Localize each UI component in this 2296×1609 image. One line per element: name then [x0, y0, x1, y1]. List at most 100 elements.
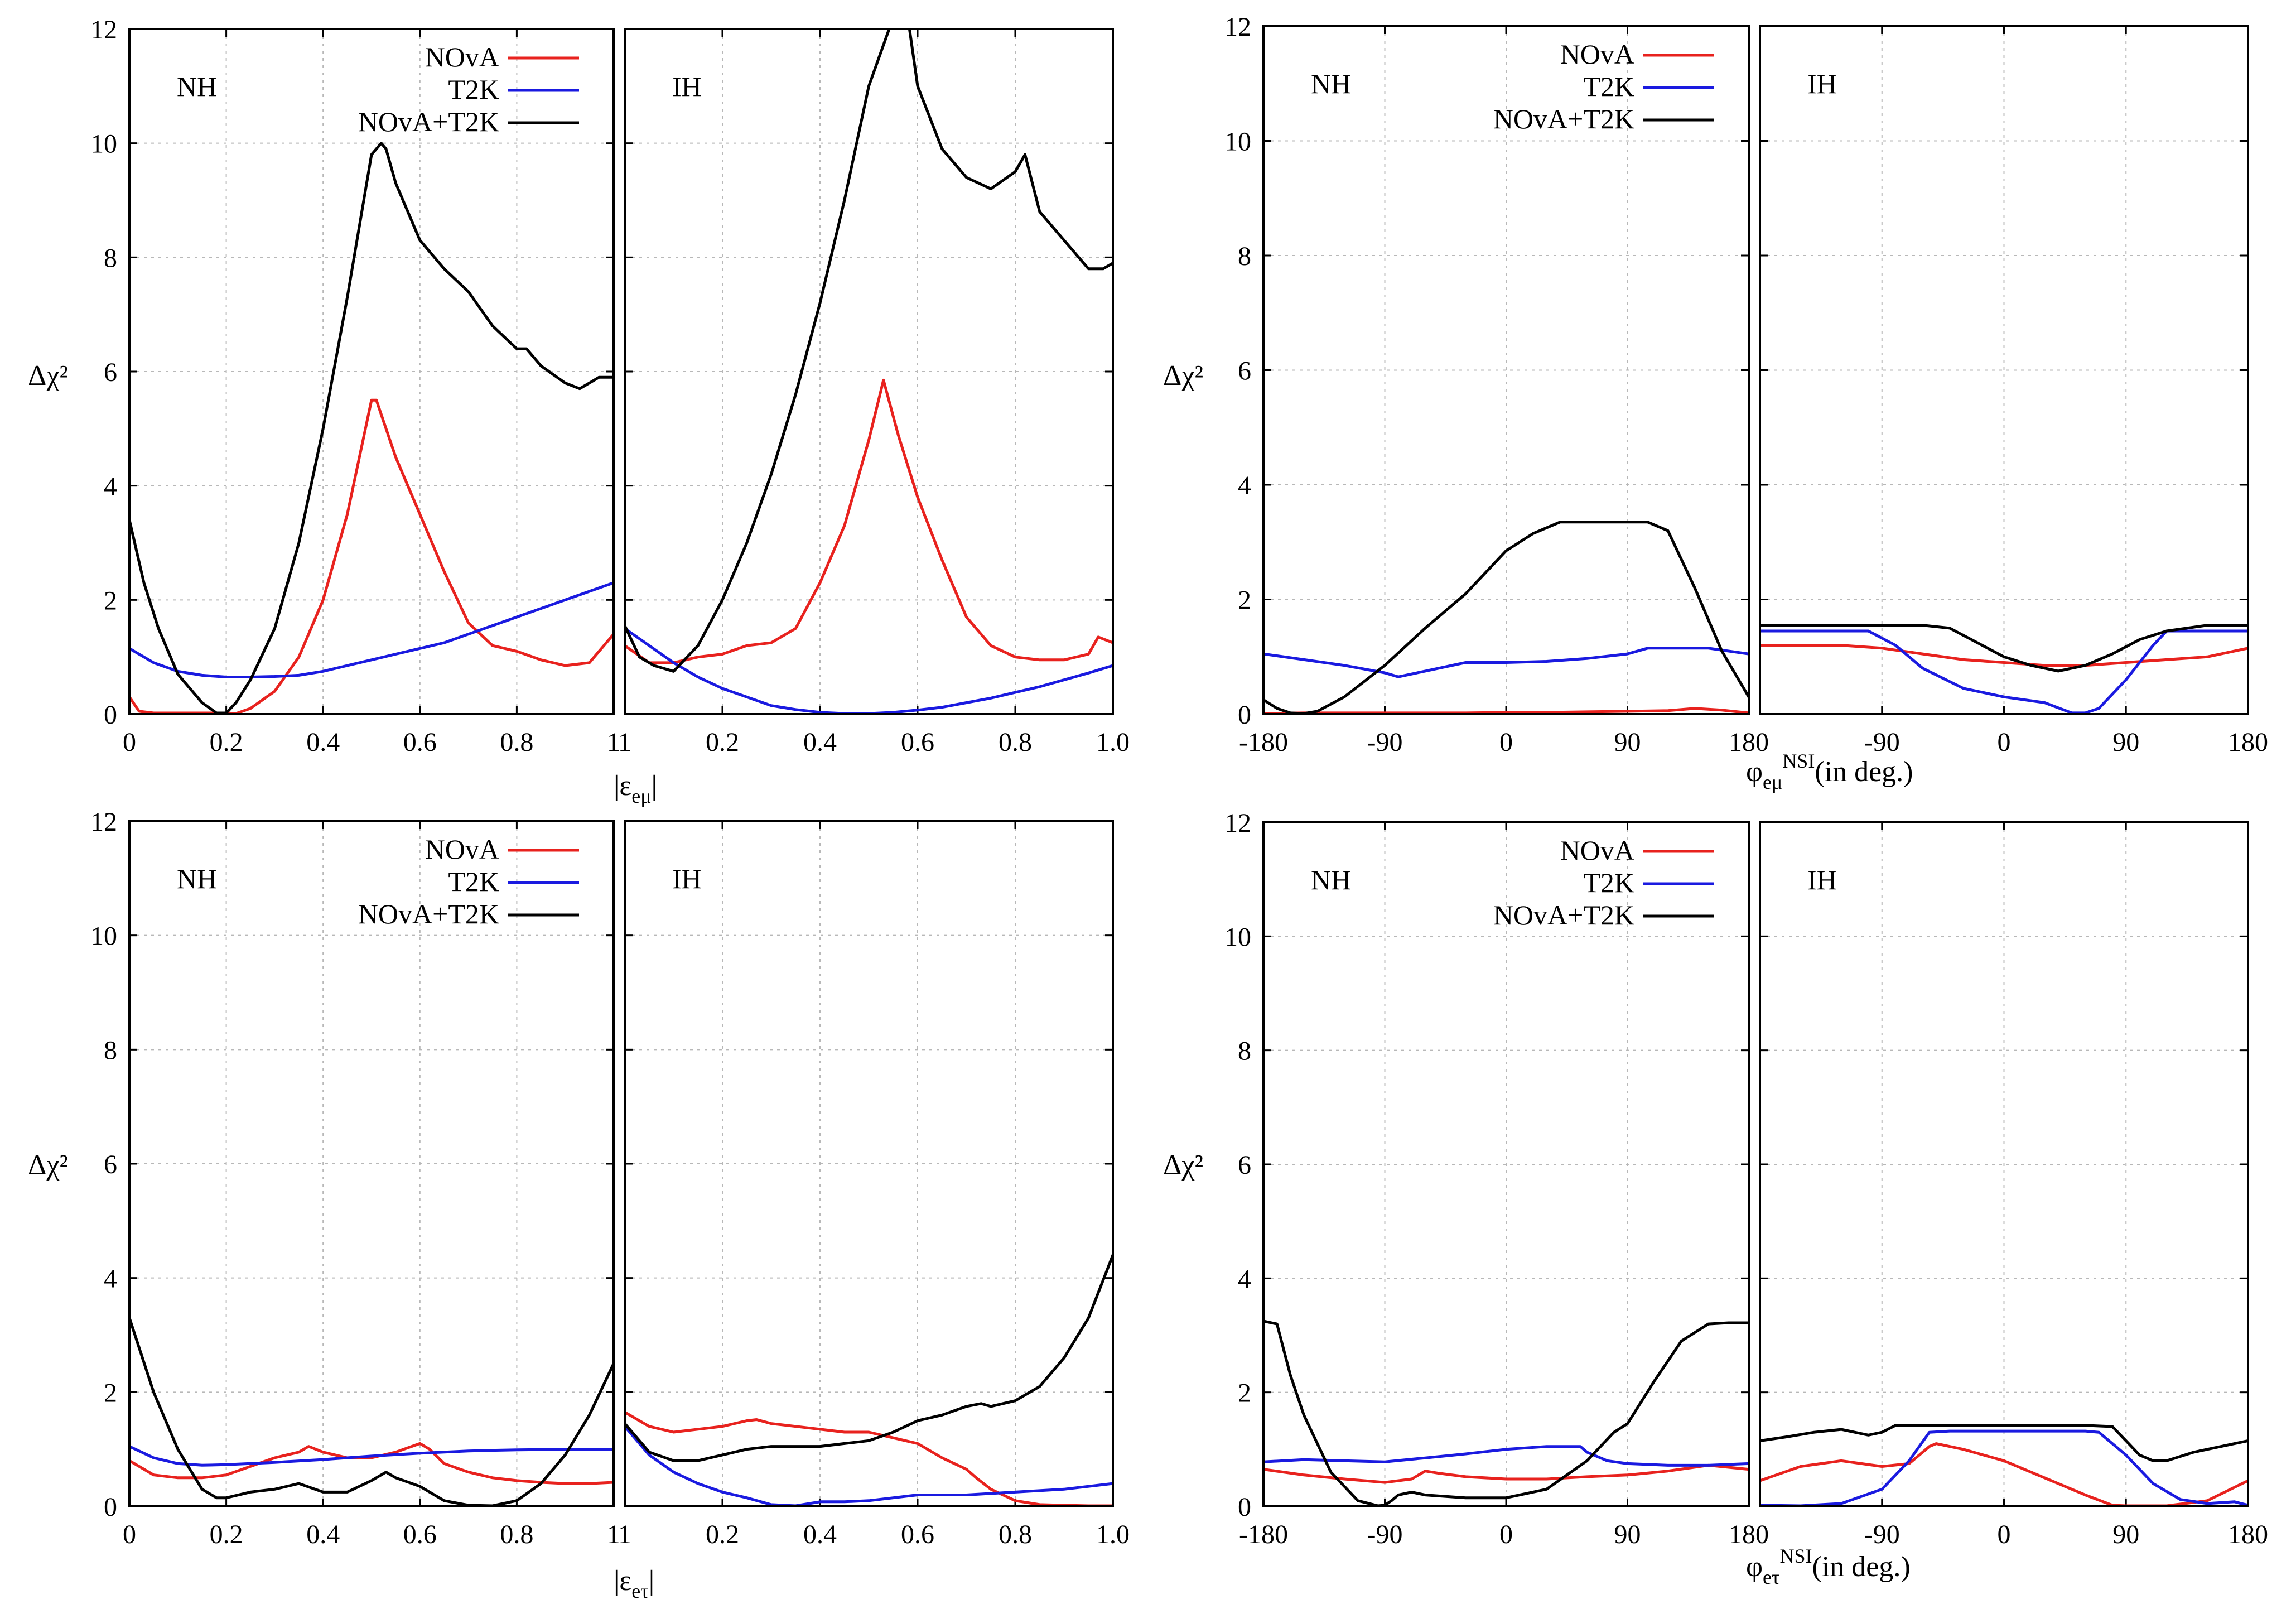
plot-frame	[624, 28, 1114, 715]
plot-frame	[1262, 821, 1750, 1507]
x-axis-title-eps-etau: |εeτ|	[614, 1565, 654, 1602]
x-tick-label: -90	[1367, 1520, 1403, 1549]
series-line-nova	[1760, 644, 2248, 667]
x-tick-label: 0.2	[210, 1520, 243, 1549]
x-tick-label: 180	[2228, 1520, 2268, 1549]
y-tick-label: 2	[1238, 1379, 1251, 1408]
y-tick-label: 10	[90, 129, 117, 159]
x-tick-label: 90	[1614, 728, 1641, 757]
series-line-t2k	[625, 627, 1113, 714]
series-line-t2k	[1760, 629, 2248, 714]
y-tick-label: 0	[1238, 700, 1251, 730]
x-tick-label: 1	[618, 1520, 631, 1549]
x-tick-label: 1.0	[1096, 728, 1130, 757]
x-tick-label: 0.2	[706, 1520, 739, 1549]
x-tick-label: 0.2	[210, 728, 243, 757]
series-line-nova-plus-t2k	[1760, 624, 2248, 673]
x-tick-label: -180	[1239, 1520, 1288, 1549]
plot-frame	[1759, 25, 2249, 715]
legend-label: NOvA	[1560, 38, 1634, 70]
series-group	[1760, 1424, 2248, 1506]
x-tick-label: 0.8	[500, 1520, 533, 1549]
y-axis-title-bottom-left: Δχ²	[28, 1149, 68, 1181]
x-tick-label: 0.8	[999, 1520, 1032, 1549]
x-tick-label: 0.6	[901, 1520, 934, 1549]
plot-frame	[1262, 25, 1750, 715]
y-axis-title-top-left: Δχ²	[28, 360, 68, 392]
series-group	[129, 1316, 614, 1506]
panel-phi-etau-IH: -90 0 90 180 IH	[1759, 821, 2268, 1549]
series-line-nova-plus-t2k	[625, 1254, 1113, 1462]
x-tick-label: 1	[618, 728, 631, 757]
y-axis-title-top-right: Δχ²	[1163, 360, 1203, 392]
x-tick-label: 0	[123, 1520, 136, 1549]
panel-label: NH	[1311, 864, 1351, 895]
series-line-t2k	[625, 1425, 1113, 1506]
panel-phi-emu-IH: -90 0 90 180 IH	[1759, 25, 2268, 757]
x-tick-label: 0	[1499, 1520, 1513, 1549]
series-line-nova	[1263, 707, 1749, 714]
plot-frame	[128, 820, 615, 1507]
legend-label: NOvA+T2K	[358, 898, 499, 929]
y-tick-label: 0	[104, 1492, 117, 1522]
series-line-nova	[129, 398, 614, 714]
panel-label: IH	[672, 863, 702, 894]
series-line-t2k	[129, 1445, 614, 1467]
x-axis-title-eps-emu: |εeμ|	[614, 770, 657, 807]
series-group	[1760, 624, 2248, 714]
y-axis-title-bottom-right: Δχ²	[1163, 1149, 1203, 1181]
series-line-t2k	[1263, 647, 1749, 678]
plot-frame	[128, 28, 615, 715]
series-group	[129, 142, 614, 714]
series-line-t2k	[1263, 1445, 1749, 1467]
series-group	[625, 1254, 1113, 1506]
y-tick-label: 4	[104, 1264, 117, 1294]
y-tick-label: 8	[104, 1035, 117, 1065]
y-tick-label: 4	[1238, 1264, 1251, 1294]
series-group	[1263, 1319, 1749, 1506]
panel-label: NH	[1311, 68, 1351, 99]
x-tick-label: 0.6	[403, 1520, 437, 1549]
y-tick-label: 12	[1224, 808, 1251, 838]
y-tick-label: 6	[104, 1150, 117, 1179]
x-tick-label: 180	[1729, 1520, 1769, 1549]
panel-label: NH	[177, 71, 217, 102]
x-tick-label: 90	[2112, 728, 2139, 757]
y-tick-label: 0	[1238, 1492, 1251, 1522]
x-tick-label: 0.6	[901, 728, 934, 757]
legend-label: NOvA+T2K	[1493, 103, 1634, 134]
y-tick-label: 4	[1238, 471, 1251, 500]
y-tick-label: 10	[1224, 922, 1251, 952]
plot-frame	[624, 820, 1114, 1507]
x-tick-label: -180	[1239, 728, 1288, 757]
plot-frame	[1759, 821, 2249, 1507]
panel-label: IH	[672, 71, 702, 102]
series-line-nova-plus-t2k	[1760, 1424, 2248, 1462]
x-tick-label: 180	[2228, 728, 2268, 757]
x-tick-label: 0	[1499, 728, 1513, 757]
y-tick-label: 6	[1238, 1150, 1251, 1180]
x-tick-label: -90	[1864, 728, 1900, 757]
series-line-t2k	[1760, 1429, 2248, 1506]
y-tick-label: 12	[90, 15, 117, 45]
y-tick-label: 0	[104, 700, 117, 730]
x-axis-title-phi-etau: φeτNSI(in deg.)	[1746, 1545, 1911, 1588]
series-line-nova	[1263, 1463, 1749, 1484]
y-tick-label: 10	[90, 922, 117, 951]
series-line-nova-plus-t2k	[129, 1316, 614, 1506]
series-line-t2k	[129, 581, 614, 678]
series-line-nova-plus-t2k	[1263, 1319, 1749, 1506]
x-tick-label: 0.2	[706, 728, 739, 757]
series-line-nova	[625, 1410, 1113, 1506]
series-group	[1263, 521, 1749, 714]
x-tick-label: 0	[1998, 728, 2011, 757]
y-tick-label: 10	[1224, 127, 1251, 157]
